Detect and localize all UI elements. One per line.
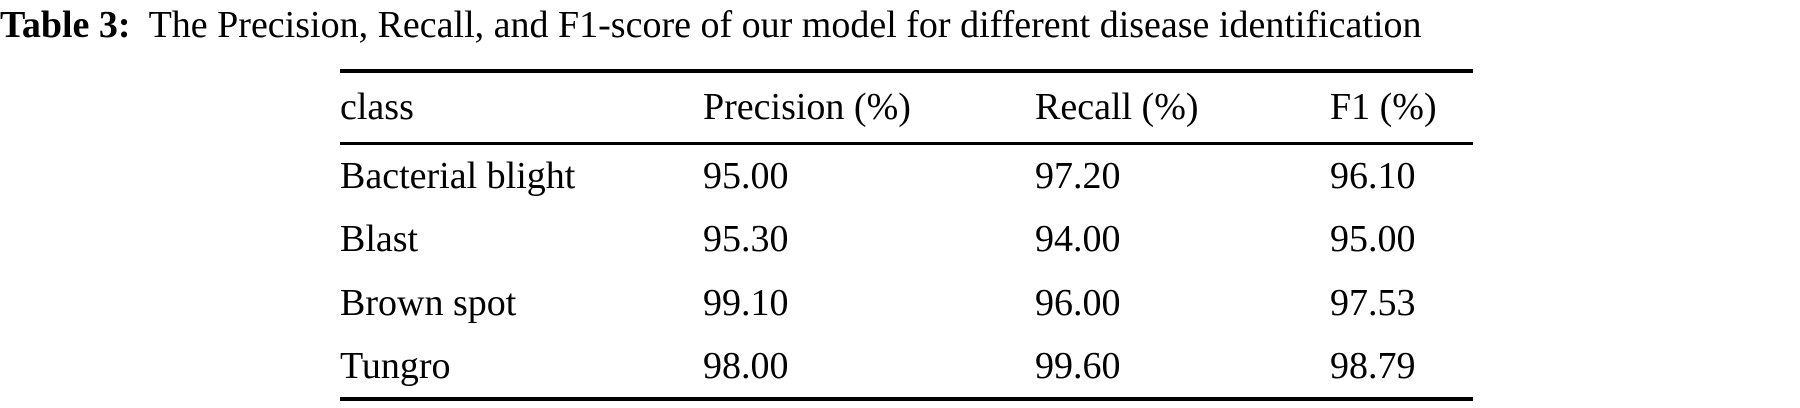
table-row: Brown spot 99.10 96.00 97.53 <box>340 271 1473 335</box>
caption-text: The Precision, Recall, and F1-score of o… <box>148 4 1422 46</box>
cell-precision: 95.30 <box>703 218 789 260</box>
col-header-recall: Recall (%) <box>1035 86 1199 129</box>
cell-recall: 97.20 <box>1035 154 1121 197</box>
cell-f1: 98.79 <box>1330 345 1416 387</box>
table-row: Blast 95.30 94.00 95.00 <box>340 207 1473 271</box>
col-header-precision: Precision (%) <box>703 86 911 129</box>
col-header-f1: F1 (%) <box>1330 86 1437 129</box>
table-row: Tungro 98.00 99.60 98.79 <box>340 335 1473 399</box>
table-header: class Precision (%) Recall (%) F1 (%) <box>340 71 1473 143</box>
table-container: class Precision (%) Recall (%) F1 (%) Ba… <box>340 69 1473 401</box>
header-row: class Precision (%) Recall (%) F1 (%) <box>340 71 1473 143</box>
cell-class: Tungro <box>340 345 451 387</box>
cell-f1: 95.00 <box>1330 218 1416 260</box>
cell-recall: 96.00 <box>1035 282 1121 324</box>
table-body: Bacterial blight 95.00 97.20 96.10 Blast… <box>340 143 1473 399</box>
cell-precision: 95.00 <box>703 154 789 197</box>
cell-precision: 98.00 <box>703 345 789 387</box>
metrics-table: class Precision (%) Recall (%) F1 (%) Ba… <box>340 69 1473 401</box>
table-row: Bacterial blight 95.00 97.20 96.10 <box>340 143 1473 207</box>
cell-recall: 94.00 <box>1035 218 1121 260</box>
cell-recall: 99.60 <box>1035 345 1121 387</box>
cell-class: Blast <box>340 218 419 260</box>
table-caption: Table 3: The Precision, Recall, and F1-sc… <box>0 3 1422 49</box>
cell-f1: 97.53 <box>1330 282 1416 324</box>
cell-class: Brown spot <box>340 282 517 324</box>
cell-precision: 99.10 <box>703 282 789 324</box>
col-header-class: class <box>340 86 414 129</box>
caption-label: Table 3: <box>0 4 131 46</box>
cell-f1: 96.10 <box>1330 154 1416 197</box>
cell-class: Bacterial blight <box>340 154 576 197</box>
